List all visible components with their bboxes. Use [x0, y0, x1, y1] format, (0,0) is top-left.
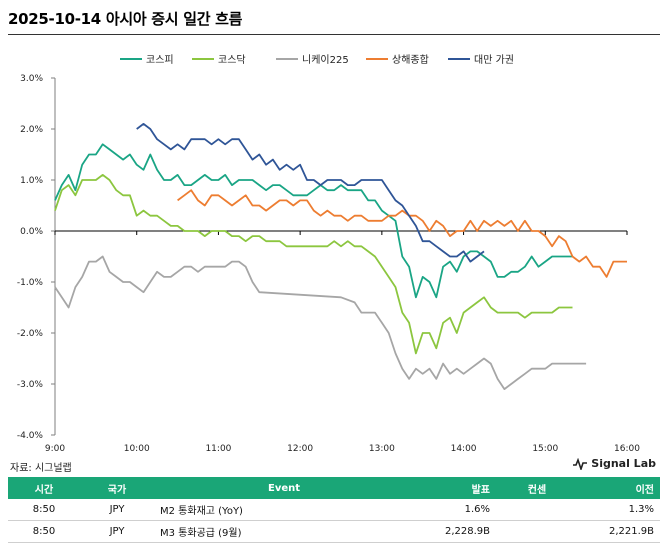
header-country: 국가: [80, 477, 154, 499]
legend-label: 상해종합: [392, 53, 429, 66]
cell-event: M2 통화재고 (YoY): [154, 499, 414, 521]
y-tick-label: 2.0%: [20, 125, 43, 135]
cell-previous: 2,221.9B: [578, 520, 660, 543]
header-previous: 이전: [578, 477, 660, 499]
cell-time: 8:50: [8, 499, 80, 521]
cell-event: M3 통화공급 (9월): [154, 520, 414, 543]
x-tick-label: 10:00: [124, 444, 150, 454]
series-line-5: [136, 123, 485, 263]
y-tick-label: 1.0%: [20, 176, 43, 186]
cell-country: JPY: [80, 499, 154, 521]
header-time: 시간: [8, 477, 80, 499]
cell-country: JPY: [80, 520, 154, 543]
cell-actual: 1.6%: [414, 499, 496, 521]
x-tick-label: 16:00: [614, 444, 640, 454]
y-tick-label: -4.0%: [17, 431, 44, 441]
x-tick-label: 15:00: [532, 444, 558, 454]
legend-label: 대만 가권: [474, 54, 514, 66]
x-tick-label: 9:00: [45, 444, 65, 454]
page-title: 2025-10-14 아시아 증시 일간 흐름: [8, 10, 243, 28]
y-tick-label: -3.0%: [17, 380, 44, 390]
cell-consensus: [496, 520, 578, 543]
x-axis: 9:00 10:00 11:00 12:00 13:00 14:00 15:00 16:00: [45, 230, 640, 454]
chart-legend: 코스피 코스닥 니케이225 상해종합 대만 가권: [120, 53, 514, 66]
y-tick-label: -1.0%: [17, 278, 44, 288]
line-chart: 코스피 코스닥 니케이225 상해종합 대만 가권 3.0% 2.0% 1.0% 0.0% -1…: [17, 53, 640, 454]
title-divider: [8, 34, 660, 35]
y-tick-label: 3.0%: [20, 74, 43, 84]
header-actual: 발표: [414, 477, 496, 499]
x-tick-label: 11:00: [205, 444, 231, 454]
legend-label: 코스피: [146, 54, 174, 66]
header-event: Event: [154, 477, 414, 499]
table-row: 8:50 JPY M3 통화공급 (9월) 2,228.9B 2,221.9B: [8, 520, 660, 543]
series-line-4: [177, 189, 627, 278]
header-consensus: 컨센: [496, 477, 578, 499]
x-tick-label: 13:00: [369, 444, 395, 454]
cell-previous: 1.3%: [578, 499, 660, 521]
cell-time: 8:50: [8, 520, 80, 543]
series-line-1: [54, 143, 573, 299]
source-note: 자료: 시그널랩: [10, 463, 72, 474]
series-group: [54, 123, 627, 391]
signal-icon: [573, 457, 588, 470]
table-header-row: 시간 국가 Event 발표 컨센 이전: [8, 477, 660, 499]
legend-label: 코스닥: [218, 54, 246, 66]
x-tick-label: 12:00: [287, 444, 313, 454]
cell-consensus: [496, 499, 578, 521]
y-axis: 3.0% 2.0% 1.0% 0.0% -1.0% -2.0% -3.0% -4.0%: [17, 74, 56, 441]
series-line-2: [54, 173, 573, 355]
brand-logo: Signal Lab: [573, 457, 656, 470]
legend-label: 니케이225: [302, 54, 349, 66]
x-tick-label: 14:00: [451, 444, 477, 454]
y-tick-label: 0.0%: [20, 227, 43, 237]
y-tick-label: -2.0%: [17, 329, 44, 339]
table-row: 8:50 JPY M2 통화재고 (YoY) 1.6% 1.3%: [8, 499, 660, 521]
brand-name: Signal Lab: [591, 457, 656, 470]
economic-events-table: 시간 국가 Event 발표 컨센 이전 8:50 JPY M2 통화재고 (Y…: [8, 477, 660, 543]
series-line-3: [54, 255, 587, 391]
cell-actual: 2,228.9B: [414, 520, 496, 543]
